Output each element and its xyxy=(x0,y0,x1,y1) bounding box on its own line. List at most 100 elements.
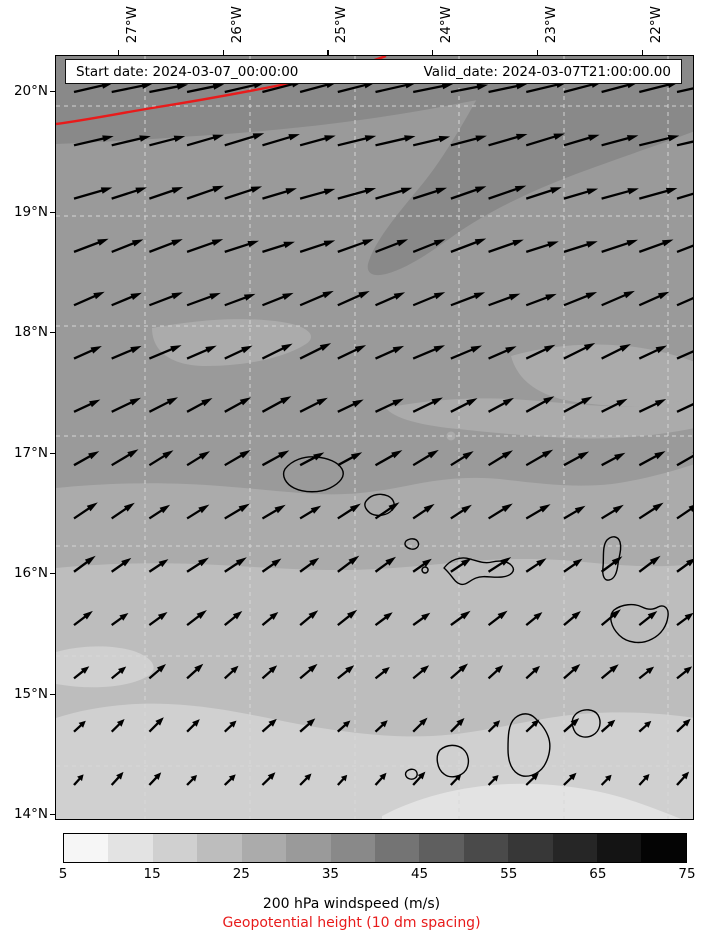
wind-arrow xyxy=(148,772,162,786)
wind-arrow xyxy=(488,503,513,520)
wind-arrow xyxy=(337,720,351,733)
x-tick-22°W: 22°W xyxy=(647,6,664,44)
y-tickmark xyxy=(50,573,55,575)
wind-arrow xyxy=(638,451,666,467)
colorbar-band-5 xyxy=(64,834,109,862)
wind-arrow xyxy=(224,503,250,520)
x-tickmark xyxy=(536,50,539,55)
wind-arrow xyxy=(148,397,178,413)
colorbar-tick-35: 35 xyxy=(321,866,340,882)
wind-arrow xyxy=(261,504,286,520)
wind-arrow xyxy=(676,558,693,573)
wind-arrow xyxy=(337,555,360,573)
wind-arrow xyxy=(638,239,674,253)
wind-arrow xyxy=(600,719,616,733)
wind-arrow xyxy=(488,133,528,147)
x-tick-25°W: 25°W xyxy=(333,6,350,44)
wind-arrow xyxy=(601,344,631,360)
wind-arrow xyxy=(224,665,239,680)
wind-arrow xyxy=(375,398,404,413)
wind-arrow xyxy=(525,504,551,520)
wind-arrow xyxy=(412,345,445,360)
wind-arrow xyxy=(450,186,487,200)
wind-arrow xyxy=(412,397,443,413)
wind-arrow xyxy=(224,82,265,94)
wind-arrow xyxy=(299,343,332,360)
wind-arrow xyxy=(600,664,619,680)
wind-arrow xyxy=(526,81,568,94)
wind-arrow xyxy=(337,774,348,786)
x-tick-23°W: 23°W xyxy=(542,6,559,44)
wind-arrow xyxy=(148,450,174,467)
map-plot-area[interactable] xyxy=(55,55,694,820)
y-tick-18°N: 18°N xyxy=(13,324,48,341)
wind-arrow xyxy=(299,505,322,520)
y-tick-19°N: 19°N xyxy=(13,203,48,220)
wind-arrow xyxy=(262,188,297,200)
wind-arrow xyxy=(638,555,661,573)
wind-arrow xyxy=(111,397,141,413)
colorbar-band-15 xyxy=(152,834,198,862)
wind-arrow xyxy=(450,558,472,573)
colorbar-label-geopotential: Geopotential height (10 dm spacing) xyxy=(222,915,481,931)
wind-arrow xyxy=(149,135,186,147)
island-sal xyxy=(602,536,622,581)
wind-arrow xyxy=(111,187,147,200)
wind-arrow xyxy=(638,611,658,626)
wind-arrow xyxy=(186,185,224,200)
wind-arrow xyxy=(337,239,374,253)
wind-arrow xyxy=(186,345,217,360)
colorbar-tick-5: 5 xyxy=(58,866,68,882)
wind-arrow xyxy=(563,772,577,786)
wind-arrow xyxy=(676,244,693,253)
wind-arrow xyxy=(563,134,600,147)
wind-arrow xyxy=(676,771,690,786)
wind-arrow xyxy=(224,397,251,413)
coastlines xyxy=(282,456,669,780)
contour-band-15-20 xyxy=(382,783,682,819)
colorbar-band-60 xyxy=(552,834,598,862)
wind-arrow xyxy=(676,350,693,360)
wind-arrow xyxy=(111,345,142,360)
wind-arrow xyxy=(73,610,93,626)
wind-arrow xyxy=(488,450,513,467)
wind-arrow xyxy=(450,398,478,413)
colorbar-band-35 xyxy=(330,834,375,862)
wind-arrow xyxy=(374,556,396,573)
wind-arrow xyxy=(676,666,693,680)
colorbar-band-10 xyxy=(108,834,153,862)
wind-arrow xyxy=(601,81,639,94)
wind-arrow xyxy=(450,663,468,680)
wind-arrow xyxy=(412,187,447,200)
wind-arrow xyxy=(600,774,612,786)
wind-arrow xyxy=(450,610,471,626)
wind-arrow xyxy=(375,187,413,200)
wind-arrow xyxy=(186,239,224,253)
wind-arrow xyxy=(148,345,182,360)
wind-arrow xyxy=(337,345,367,360)
colorbar-band-55 xyxy=(508,834,553,862)
wind-arrow xyxy=(412,135,451,147)
wind-arrow xyxy=(525,241,559,253)
wind-arrow xyxy=(299,718,316,733)
wind-arrow xyxy=(638,666,655,680)
wind-arrow xyxy=(148,664,166,680)
wind-arrow xyxy=(299,397,328,413)
colorbar[interactable] xyxy=(63,833,687,863)
date-banner: Start date: 2024-03-07_00:00:00 Valid_da… xyxy=(65,59,682,84)
wind-arrow xyxy=(412,449,439,467)
wind-arrow xyxy=(299,773,312,786)
wind-arrow xyxy=(676,140,693,147)
x-tickmark xyxy=(117,50,120,55)
wind-arrow xyxy=(563,505,586,520)
wind-vectors xyxy=(73,81,693,786)
wind-arrow xyxy=(148,504,171,520)
wind-arrow xyxy=(487,775,499,786)
colorbar-tick-65: 65 xyxy=(589,866,607,882)
colorbar-band-25 xyxy=(241,834,287,862)
wind-arrow xyxy=(601,452,626,467)
wind-arrow xyxy=(563,718,580,733)
wind-arrow xyxy=(186,83,225,94)
wind-arrow xyxy=(601,135,639,147)
wind-arrow xyxy=(676,87,693,94)
